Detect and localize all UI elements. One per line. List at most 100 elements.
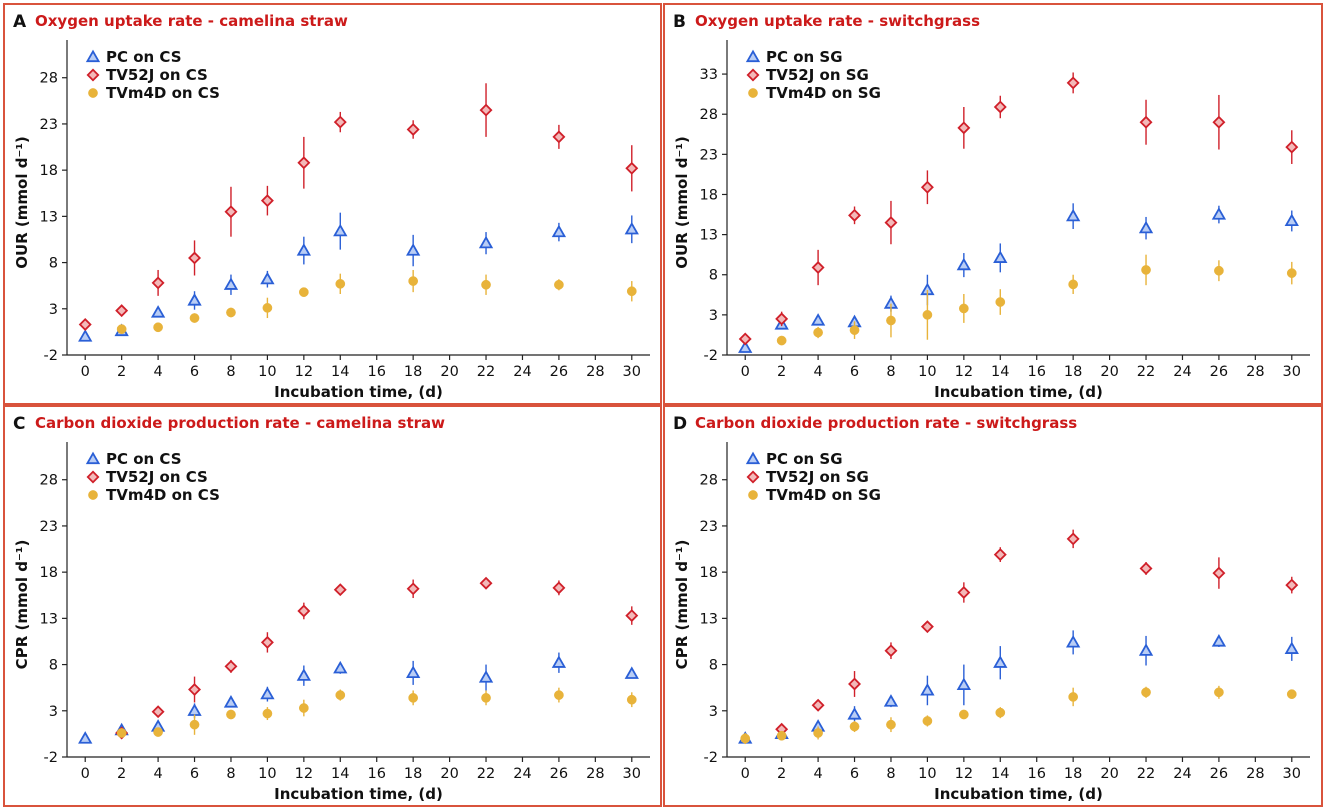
x-tick-label: 4: [153, 766, 162, 782]
x-tick-label: 20: [440, 766, 458, 782]
y-tick-label: 18: [700, 187, 718, 203]
legend-marker-pc: [85, 49, 101, 63]
data-point: [188, 683, 202, 697]
x-tick-label: 24: [1173, 766, 1191, 782]
x-tick-label: 14: [331, 364, 349, 380]
x-tick-label: 10: [918, 766, 936, 782]
data-point: [116, 728, 127, 738]
series-pc: [78, 652, 639, 744]
data-point: [1286, 268, 1297, 278]
data-point: [333, 115, 347, 129]
legend-marker-pc: [745, 451, 761, 465]
data-point: [957, 586, 971, 599]
x-tick-label: 20: [1100, 766, 1118, 782]
data-point: [554, 690, 564, 700]
y-tick-label: 3: [709, 308, 718, 324]
series-pc: [738, 630, 1299, 744]
data-point: [849, 721, 860, 732]
y-tick-label: -2: [44, 348, 58, 364]
panel-a: A Oxygen uptake rate - camelina straw -2 3 8…: [3, 3, 662, 405]
data-point: [333, 223, 348, 237]
x-tick-label: 30: [1283, 766, 1301, 782]
data-point: [333, 660, 348, 674]
y-tick-label: 33: [700, 67, 718, 83]
chart-a: A Oxygen uptake rate - camelina straw -2 3 8…: [13, 12, 650, 401]
panel-label: D: [673, 414, 687, 434]
x-tick-label: 26: [1210, 766, 1228, 782]
series-tvm4d: [116, 687, 637, 738]
x-tick-label: 26: [550, 766, 568, 782]
x-tick-label: 20: [1100, 364, 1118, 380]
data-point: [1212, 566, 1226, 580]
data-point: [297, 604, 311, 618]
x-tick-label: 12: [295, 766, 313, 782]
data-point: [958, 303, 969, 314]
data-point: [626, 694, 637, 705]
x-tick-label: 6: [850, 766, 859, 782]
data-point: [262, 303, 273, 313]
series-tv52j: [78, 83, 639, 331]
x-tick-label: 12: [295, 364, 313, 380]
data-point: [335, 278, 346, 289]
data-point: [297, 156, 311, 170]
data-point: [552, 581, 566, 595]
panel-b: B Oxygen uptake rate - switchgrass -2 3 8 13 1…: [663, 3, 1323, 405]
data-point: [738, 332, 752, 346]
y-tick-label: 3: [49, 704, 58, 720]
data-point: [1066, 208, 1081, 222]
y-tick-label: 3: [49, 302, 58, 318]
data-point: [1066, 76, 1080, 90]
x-tick-label: 26: [1210, 364, 1228, 380]
legend-marker-tv52j: [86, 470, 100, 484]
data-point: [956, 677, 971, 691]
x-tick-label: 6: [190, 364, 199, 380]
x-tick-label: 28: [586, 766, 604, 782]
legend-marker-tvm4d: [88, 490, 98, 500]
data-point: [740, 733, 751, 744]
data-point: [993, 100, 1007, 114]
data-point: [551, 224, 567, 238]
y-tick-label: 3: [709, 704, 718, 720]
legend-marker-tv52j: [746, 470, 760, 484]
chart-title: Carbon dioxide production rate - camelin…: [35, 414, 445, 432]
data-point: [1141, 265, 1151, 275]
x-tick-label: 16: [367, 766, 385, 782]
x-axis-title: Incubation time, (d): [274, 383, 443, 401]
data-point: [848, 677, 862, 691]
x-tick-label: 8: [226, 766, 235, 782]
x-tick-label: 24: [1173, 364, 1191, 380]
panel-label: A: [13, 12, 27, 32]
series-tv52j: [775, 529, 1299, 736]
data-point: [993, 655, 1008, 668]
y-axis-title: CPR (mmol d⁻¹): [13, 540, 31, 670]
data-point: [554, 279, 564, 290]
legend-label: TV52J on SG: [766, 468, 869, 486]
series-tv52j: [115, 576, 639, 740]
data-point: [479, 576, 493, 590]
x-tick-label: 14: [331, 766, 349, 782]
x-tick-label: 8: [886, 364, 895, 380]
x-tick-label: 30: [1283, 364, 1301, 380]
y-tick-label: 18: [700, 565, 718, 581]
data-point: [625, 161, 639, 175]
data-point: [847, 707, 862, 720]
data-point: [298, 287, 309, 298]
panel-label: B: [673, 12, 686, 32]
data-point: [481, 692, 491, 703]
y-tick-label: 18: [40, 565, 58, 581]
data-point: [920, 620, 934, 634]
data-point: [1066, 532, 1080, 546]
data-point: [551, 655, 567, 668]
chart-b: B Oxygen uptake rate - switchgrass -2 3 8 13 1…: [673, 12, 1310, 401]
y-tick-label: -2: [44, 750, 58, 766]
x-tick-label: 24: [513, 766, 531, 782]
data-point: [408, 276, 419, 286]
data-point: [738, 340, 753, 353]
chart-d: D Carbon dioxide production rate - switch…: [673, 414, 1310, 803]
y-tick-label: 13: [700, 228, 718, 244]
data-point: [478, 235, 494, 249]
x-tick-label: 2: [117, 766, 126, 782]
data-point: [151, 705, 165, 719]
data-point: [1138, 220, 1154, 234]
chart-title: Carbon dioxide production rate - switchg…: [695, 414, 1077, 432]
